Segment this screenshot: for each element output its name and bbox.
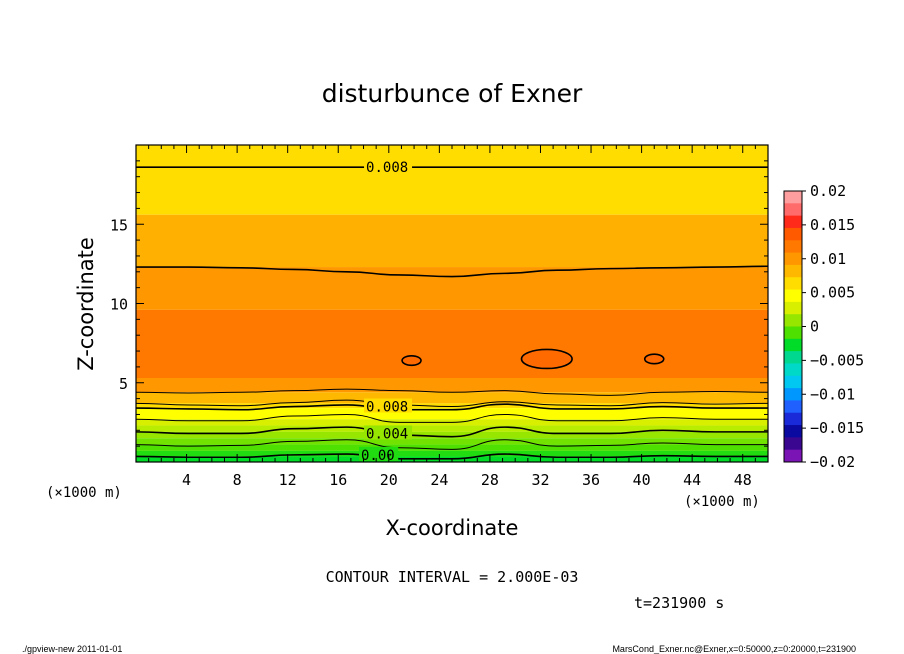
contour-line-1 bbox=[136, 265, 768, 278]
colorbar-swatch-7 bbox=[784, 277, 802, 291]
closed-contour-1 bbox=[520, 348, 573, 370]
colorbar-label-1: 0.015 bbox=[810, 216, 855, 234]
y-axis-label: Z-coordinate bbox=[74, 237, 98, 371]
contour-line-2 bbox=[136, 388, 768, 396]
contour-band-12 bbox=[136, 444, 768, 451]
x-tick-label-44: 44 bbox=[683, 471, 701, 489]
colorbar-label-4: 0 bbox=[810, 318, 819, 336]
x-tick-label-32: 32 bbox=[531, 471, 549, 489]
contour-label-2: 0.004 bbox=[366, 426, 408, 442]
contour-band-10 bbox=[136, 431, 768, 439]
colorbar: 0.02 0.015 0.01 0.005 0 −0.005 −0.01 −0.015 −0.0… bbox=[783, 182, 864, 471]
closed-contour-2 bbox=[643, 353, 665, 365]
x-tick-label-12: 12 bbox=[279, 471, 297, 489]
chart-title: disturbunce of Exner bbox=[322, 79, 583, 108]
time-label: t=231900 s bbox=[634, 594, 724, 612]
y-tick-label-5: 5 bbox=[119, 375, 128, 393]
y-tick-label-10: 10 bbox=[110, 296, 128, 314]
colorbar-swatch-3 bbox=[784, 227, 802, 241]
colorbar-swatch-14 bbox=[784, 363, 802, 377]
colorbar-swatch-1 bbox=[784, 203, 802, 217]
x-axis-unit: (×1000 m) bbox=[684, 494, 760, 510]
colorbar-label-7: −0.015 bbox=[810, 419, 864, 437]
contour-line-6 bbox=[136, 426, 768, 438]
colorbar-swatch-20 bbox=[784, 437, 802, 451]
x-tick-label-20: 20 bbox=[380, 471, 398, 489]
contour-band-4 bbox=[136, 377, 768, 393]
contour-band-0 bbox=[136, 145, 768, 215]
contour-label-0: 0.008 bbox=[366, 160, 408, 176]
contour-band-13 bbox=[136, 450, 768, 457]
contour-label-3: 0.00 bbox=[361, 448, 395, 464]
colorbar-swatch-21 bbox=[784, 449, 802, 463]
x-axis-label: X-coordinate bbox=[386, 516, 519, 540]
x-tick-label-16: 16 bbox=[329, 471, 347, 489]
colorbar-label-2: 0.01 bbox=[810, 250, 846, 268]
colorbar-swatch-6 bbox=[784, 264, 802, 278]
contour-label-bg-1 bbox=[364, 398, 413, 413]
contour-label-bg-0 bbox=[364, 159, 413, 174]
x-tick-label-40: 40 bbox=[633, 471, 651, 489]
colorbar-swatch-5 bbox=[784, 252, 802, 266]
contour-band-9 bbox=[136, 425, 768, 432]
contour-band-1 bbox=[136, 214, 768, 268]
closed-contour-0 bbox=[401, 355, 422, 367]
x-tick-label-48: 48 bbox=[734, 471, 752, 489]
footer-left: ./gpview-new 2011-01-01 bbox=[22, 644, 122, 654]
colorbar-swatch-12 bbox=[784, 338, 802, 352]
colorbar-swatch-9 bbox=[784, 301, 802, 315]
y-tick-label-15: 15 bbox=[110, 216, 128, 234]
colorbar-swatch-15 bbox=[784, 375, 802, 389]
colorbar-label-8: −0.02 bbox=[810, 453, 855, 471]
contour-band-11 bbox=[136, 438, 768, 445]
contour-line-4 bbox=[136, 403, 768, 411]
contour-line-3 bbox=[136, 399, 768, 408]
contour-line-5 bbox=[136, 413, 768, 423]
contour-band-7 bbox=[136, 408, 768, 420]
contour-band-5 bbox=[136, 392, 768, 404]
contour-label-bg-2 bbox=[364, 425, 413, 440]
x-axis: 4 8 12 16 20 24 28 32 36 40 44 48 bbox=[148, 145, 756, 489]
colorbar-swatch-16 bbox=[784, 388, 802, 401]
contour-band-2 bbox=[136, 267, 768, 310]
x-tick-label-8: 8 bbox=[233, 471, 242, 489]
x-tick-label-4: 4 bbox=[182, 471, 191, 489]
footer-right: MarsCond_Exner.nc@Exner,x=0:50000,z=0:20… bbox=[612, 644, 856, 654]
colorbar-swatch-17 bbox=[784, 400, 802, 414]
colorbar-swatch-10 bbox=[784, 314, 802, 327]
colorbar-swatch-19 bbox=[784, 425, 802, 438]
contour-band-3 bbox=[136, 309, 768, 378]
x-tick-label-28: 28 bbox=[481, 471, 499, 489]
colorbar-label-5: −0.005 bbox=[810, 351, 864, 369]
colorbar-swatch-18 bbox=[784, 412, 802, 426]
contour-line-7 bbox=[136, 439, 768, 450]
contour-label-1: 0.008 bbox=[366, 400, 408, 416]
colorbar-label-0: 0.02 bbox=[810, 182, 846, 200]
colorbar-swatch-0 bbox=[784, 191, 802, 204]
colorbar-swatch-8 bbox=[784, 289, 802, 303]
colorbar-label-6: −0.01 bbox=[810, 385, 855, 403]
x-tick-label-24: 24 bbox=[430, 471, 448, 489]
y-axis-unit: (×1000 m) bbox=[46, 485, 122, 501]
colorbar-swatch-13 bbox=[784, 351, 802, 364]
colorbar-swatch-4 bbox=[784, 240, 802, 254]
x-tick-label-36: 36 bbox=[582, 471, 600, 489]
y-axis: 5 10 15 bbox=[110, 160, 768, 447]
colorbar-swatch-2 bbox=[784, 215, 802, 229]
colorbar-swatch-11 bbox=[784, 326, 802, 340]
colorbar-label-3: 0.005 bbox=[810, 284, 855, 302]
contour-band-6 bbox=[136, 403, 768, 409]
contour-interval-text: CONTOUR INTERVAL = 2.000E-03 bbox=[326, 568, 579, 586]
plot-area: 0.008 0.008 0.004 0.00 bbox=[135, 144, 769, 464]
